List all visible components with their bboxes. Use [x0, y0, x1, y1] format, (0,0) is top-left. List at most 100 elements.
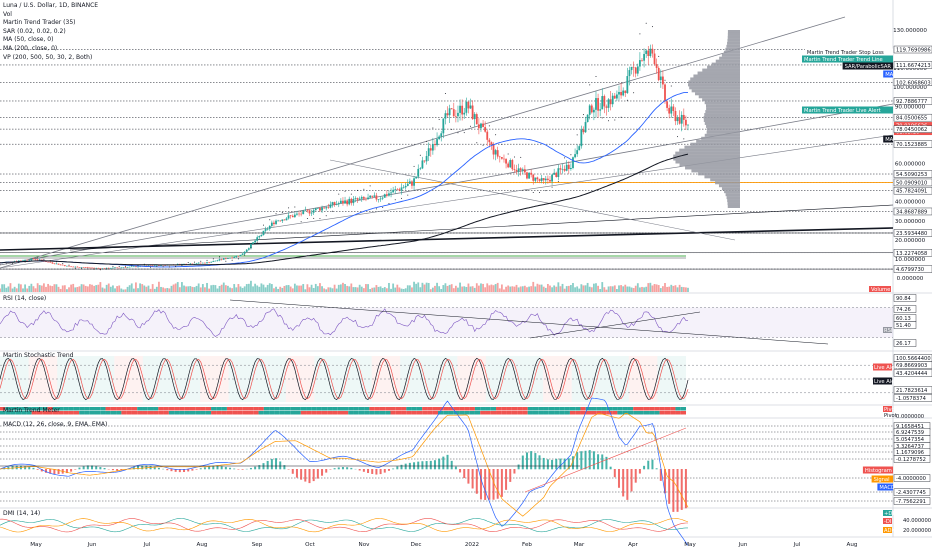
macd-histogram-bar	[91, 465, 94, 470]
level-tag-text: 70.1523885	[896, 142, 927, 148]
volume-profile-bar	[723, 50, 740, 54]
sar-dot	[551, 186, 553, 188]
macd-histogram-bar	[212, 466, 215, 470]
macd-title[interactable]: MACD (12, 26, close, 9, EMA, EMA)	[3, 421, 108, 428]
meter-cell	[216, 411, 222, 415]
meter-cell	[517, 411, 523, 415]
candle-body	[237, 255, 240, 257]
candle-body	[352, 198, 355, 204]
time-axis-label: Jul	[143, 542, 151, 548]
volume-bar	[578, 288, 581, 292]
volume-profile-bar	[727, 202, 740, 206]
volume-bar	[30, 283, 33, 292]
macd-histogram-bar	[643, 465, 646, 470]
meter-title[interactable]: Martin Trend Meter	[3, 407, 60, 414]
symbol-title[interactable]: Luna / U.S. Dollar, 1D, BINANCE	[3, 2, 99, 9]
candle-body	[57, 263, 60, 265]
volume-profile-bar	[725, 193, 740, 197]
sar-dot	[156, 266, 158, 268]
sar-dot	[5, 263, 7, 265]
candle-body	[505, 159, 507, 164]
legend-item-vp[interactable]: VP (200, 500, 50, 30, 2, Both)	[3, 53, 93, 61]
volume-bar	[540, 284, 543, 292]
volume-profile-bar	[726, 196, 740, 200]
sar-dot	[256, 241, 258, 243]
volume-bar	[653, 284, 656, 292]
volume-bar	[379, 286, 382, 292]
volume-profile-bar	[705, 110, 740, 114]
trend-line	[0, 134, 894, 269]
candle-body	[446, 113, 449, 116]
legend-item-ma200[interactable]: MA (200, close, 0)	[3, 44, 58, 52]
candle-body	[385, 194, 388, 196]
sar-dot	[545, 190, 547, 192]
candle-body	[475, 114, 478, 125]
sar-dot	[288, 207, 290, 209]
meter-cell	[680, 407, 686, 411]
dmi-tag-text: -DI	[884, 519, 892, 525]
candle-body	[388, 193, 390, 196]
macd-histogram-bar	[668, 469, 671, 504]
legend-item-ma50[interactable]: MA (50, close, 0)	[3, 36, 54, 44]
volume-profile-bar	[673, 157, 740, 161]
candle-body	[20, 260, 22, 262]
volume-bar	[132, 288, 135, 292]
candle-body	[245, 249, 248, 252]
level-tag-box	[893, 170, 932, 178]
meter-cell	[633, 411, 639, 415]
meter-cell	[42, 407, 48, 411]
volume-bar	[519, 286, 522, 292]
stoch-title[interactable]: Martin Stochastic Trend	[3, 352, 74, 359]
meter-cell	[15, 407, 22, 411]
volume-profile-bar	[691, 89, 740, 93]
candle-body	[132, 266, 135, 268]
volume-bar	[611, 286, 614, 292]
legend-item-vol[interactable]: Vol	[3, 10, 12, 18]
meter-cell	[490, 411, 497, 415]
candle-body	[337, 203, 340, 205]
volume-profile-bar	[685, 166, 740, 170]
volume-bar	[687, 287, 689, 292]
meter-cell	[321, 407, 328, 411]
volume-bar	[91, 284, 93, 292]
sar-dot	[476, 142, 478, 144]
legend-item-trend-trader[interactable]: Martin Trend Trader (35)	[3, 19, 76, 27]
volume-bar	[415, 283, 418, 292]
candle-body	[316, 208, 319, 209]
sar-dot	[413, 165, 415, 167]
macd-histogram-bar	[475, 469, 478, 494]
volume-profile-bar	[679, 148, 740, 152]
volume-profile-bar	[706, 124, 740, 128]
volume-bar	[28, 285, 31, 292]
time-axis-label: Feb	[522, 542, 532, 548]
candle-body	[639, 60, 641, 67]
macd-histogram-bar	[187, 469, 190, 472]
sar-dot	[18, 262, 20, 264]
candle-body	[672, 106, 675, 112]
volume-bar	[109, 286, 112, 292]
meter-cell	[358, 407, 365, 411]
candle-body	[515, 169, 518, 172]
volume-bar	[7, 286, 10, 292]
volume-bar	[147, 285, 150, 292]
meter-cell	[517, 407, 523, 411]
rsi-title[interactable]: RSI (14, close)	[3, 295, 47, 302]
level-tag-box	[893, 61, 932, 69]
meter-cell	[295, 407, 301, 411]
level-tag-text: 34.8687889	[896, 209, 927, 215]
candle-body	[578, 146, 581, 151]
volume-profile-bar	[727, 199, 740, 203]
candle-body	[109, 268, 112, 269]
meter-cell	[311, 407, 317, 411]
volume-bar	[151, 284, 154, 292]
price-axis-label: 110.000000	[893, 66, 927, 72]
volume-profile-bar	[727, 38, 740, 42]
time-axis-label: Aug	[847, 542, 858, 548]
volume-bar	[369, 289, 372, 292]
macd-histogram-bar	[597, 454, 600, 470]
candle-body	[636, 66, 639, 74]
legend-item-sar[interactable]: SAR (0.02, 0.02, 0.2)	[3, 27, 66, 35]
dmi-title[interactable]: DMI (14, 14)	[3, 510, 41, 517]
volume-bar	[503, 289, 505, 292]
volume-bar	[51, 286, 54, 292]
